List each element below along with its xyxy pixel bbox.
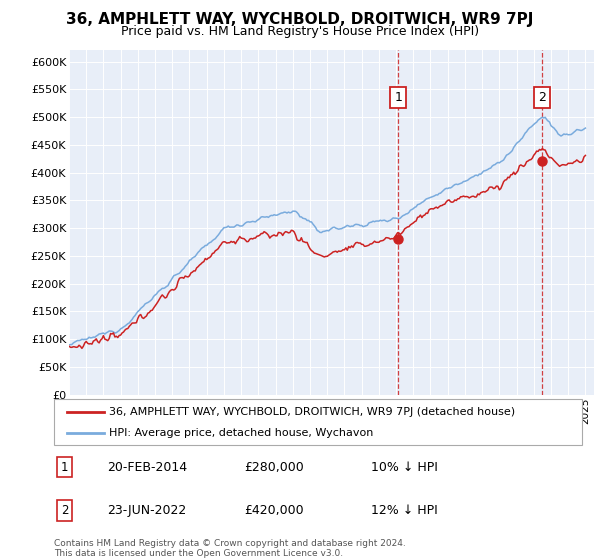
- Text: 1: 1: [61, 460, 68, 474]
- Text: 36, AMPHLETT WAY, WYCHBOLD, DROITWICH, WR9 7PJ: 36, AMPHLETT WAY, WYCHBOLD, DROITWICH, W…: [67, 12, 533, 27]
- Text: 23-JUN-2022: 23-JUN-2022: [107, 504, 186, 517]
- Text: 1: 1: [394, 91, 402, 104]
- Text: Contains HM Land Registry data © Crown copyright and database right 2024.
This d: Contains HM Land Registry data © Crown c…: [54, 539, 406, 558]
- Text: £420,000: £420,000: [244, 504, 304, 517]
- Text: HPI: Average price, detached house, Wychavon: HPI: Average price, detached house, Wych…: [109, 428, 374, 438]
- Text: Price paid vs. HM Land Registry's House Price Index (HPI): Price paid vs. HM Land Registry's House …: [121, 25, 479, 38]
- Text: 2: 2: [538, 91, 546, 104]
- Text: 2: 2: [61, 504, 68, 517]
- Text: 20-FEB-2014: 20-FEB-2014: [107, 460, 187, 474]
- Text: 36, AMPHLETT WAY, WYCHBOLD, DROITWICH, WR9 7PJ (detached house): 36, AMPHLETT WAY, WYCHBOLD, DROITWICH, W…: [109, 407, 515, 417]
- Text: 12% ↓ HPI: 12% ↓ HPI: [371, 504, 437, 517]
- Text: £280,000: £280,000: [244, 460, 304, 474]
- Text: 10% ↓ HPI: 10% ↓ HPI: [371, 460, 437, 474]
